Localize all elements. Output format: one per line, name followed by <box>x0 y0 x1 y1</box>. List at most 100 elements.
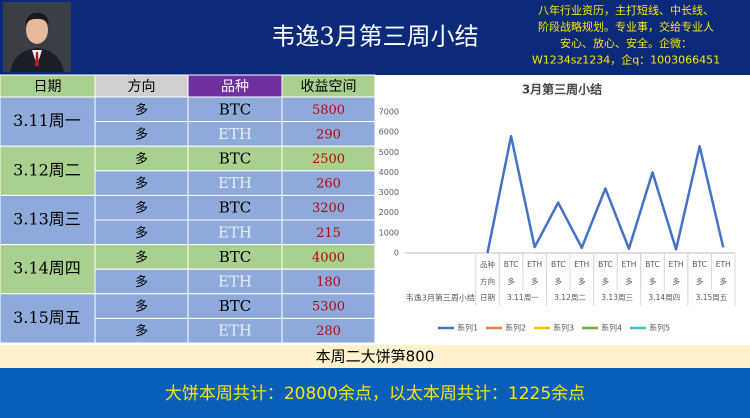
cell-text: 多 <box>135 274 148 290</box>
x-tick-label: 多 <box>719 276 727 286</box>
cell-text: ETH <box>218 174 252 192</box>
legend-label: 系列3 <box>553 323 574 333</box>
y-tick-label: 2000 <box>379 208 399 217</box>
summary: 大饼本周共计：20800余点，以太本周共计：1225余点 <box>165 384 585 404</box>
x-tick-label: ETH <box>574 260 589 269</box>
cell-text: 多 <box>135 151 148 167</box>
chart-title: 3月第三周小结 <box>522 82 602 97</box>
x-tick-label: 3.11周一 <box>507 293 539 302</box>
x-tick-label: BTC <box>598 260 613 269</box>
cell-text: 多 <box>135 200 148 216</box>
highlight: 本周二大饼笋800 <box>316 348 435 366</box>
y-tick-label: 3000 <box>379 188 399 197</box>
y-tick-label: 6000 <box>379 128 399 137</box>
x-tick-label: 3.15周五 <box>696 293 728 302</box>
summary-bg <box>0 368 750 418</box>
y-tick-label: 5000 <box>379 148 399 157</box>
cell-text: 5800 <box>312 103 345 118</box>
x-tick-label: 多 <box>578 276 586 286</box>
date-cell <box>0 244 96 295</box>
x-tick-label: 多 <box>507 276 515 286</box>
cell <box>94 268 189 295</box>
header-text: 品种 <box>221 79 249 95</box>
line-series <box>486 134 725 254</box>
x-tick-label: 方向 <box>480 276 495 286</box>
cell <box>94 244 189 270</box>
x-tick-label: 3.13周三 <box>601 293 633 302</box>
cell-text: 多 <box>135 225 148 241</box>
x-tick-label: ETH <box>669 260 684 269</box>
cell-text: BTC <box>219 297 252 315</box>
date-text: 3.12周二 <box>13 160 81 179</box>
chart: 3月第三周小结 0 1000 2000 3000 4000 5000 6000 7000 品种 BT… <box>379 82 736 333</box>
x-tick-label: 多 <box>602 276 610 286</box>
legend-label: 系列5 <box>649 323 670 333</box>
cell <box>187 194 283 221</box>
cell <box>187 121 283 147</box>
cell <box>94 194 189 221</box>
cell <box>281 145 376 172</box>
cell-text: 260 <box>316 177 341 192</box>
date-text: 3.15周五 <box>13 308 81 327</box>
legend-label: 系列1 <box>457 323 478 333</box>
cell <box>187 268 283 295</box>
info-line: 安心、放心、安全。企微： <box>560 36 692 50</box>
cell <box>281 293 376 319</box>
x-tick-label: BTC <box>645 260 660 269</box>
x-tick-label: BTC <box>551 260 566 269</box>
highlight-bg <box>0 345 750 368</box>
cell-text: 290 <box>316 127 341 142</box>
header-text: 日期 <box>34 79 62 95</box>
cell-text: 2500 <box>312 152 345 167</box>
cell-text: 多 <box>135 249 148 265</box>
cell <box>187 170 283 196</box>
x-tick-label: BTC <box>692 260 707 269</box>
cell <box>281 219 376 246</box>
cell <box>281 121 376 147</box>
cell-text: ETH <box>218 125 252 143</box>
cell-text: 180 <box>316 275 341 290</box>
y-tick-label: 0 <box>394 249 399 258</box>
cell <box>187 317 283 344</box>
info-line: 阶段战略规划。专业事，交给专业人 <box>538 20 714 34</box>
x-tick-label: 多 <box>531 276 539 286</box>
date-text: 3.11周一 <box>13 111 81 130</box>
cell <box>281 317 376 344</box>
cell-text: BTC <box>219 150 252 168</box>
x-tick-label: ETH <box>527 260 542 269</box>
cell-text: 4000 <box>312 250 345 265</box>
title: 韦逸3月第三周小结 <box>271 23 478 51</box>
cell <box>281 244 376 270</box>
cell-text: 3200 <box>312 201 345 216</box>
x-tick-label: ETH <box>621 260 636 269</box>
x-tick-label: 品种 <box>480 259 495 269</box>
cell-text: 多 <box>135 299 148 315</box>
info-line: W1234sz1234，企q：1003066451 <box>532 53 720 67</box>
cell <box>281 268 376 295</box>
date-cell <box>0 96 96 147</box>
cell-text: BTC <box>219 248 252 266</box>
cell-text: 多 <box>135 323 148 339</box>
cell-text: 多 <box>135 176 148 192</box>
x-tick-label: 多 <box>625 276 633 286</box>
header-text: 收益空间 <box>301 79 357 95</box>
cell-text: BTC <box>219 100 252 118</box>
x-tick-label: 3.12周二 <box>554 293 586 302</box>
cell <box>281 194 376 221</box>
x-tick-label: BTC <box>504 260 519 269</box>
cell <box>94 317 189 344</box>
cell-text: ETH <box>218 273 252 291</box>
date-cell <box>0 194 96 246</box>
cell-text: 多 <box>135 102 148 118</box>
info-block: 八年行业资历，主打短线、中长线、阶段战略规划。专业事，交给专业人安心、放心、安全… <box>532 3 720 67</box>
x-tick-label: 3.14周四 <box>648 293 680 302</box>
cell-text: ETH <box>218 322 252 340</box>
date-cell <box>0 293 96 344</box>
legend-label: 系列2 <box>505 323 526 333</box>
date-cell <box>0 145 96 196</box>
x-tick-label: 多 <box>696 276 704 286</box>
x-tick-label: 多 <box>649 276 657 286</box>
date-text: 3.13周三 <box>13 210 81 229</box>
